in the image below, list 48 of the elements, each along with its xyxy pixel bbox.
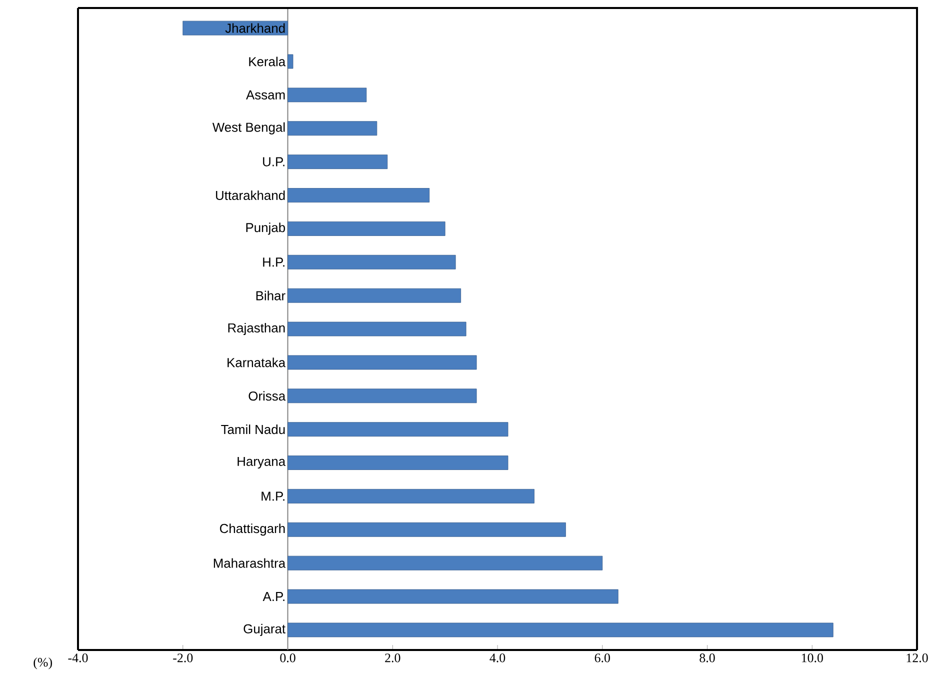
bar	[288, 322, 466, 336]
y-tick-label: Punjab	[246, 222, 286, 235]
y-tick-label: Maharashtra	[214, 558, 286, 568]
bar	[288, 54, 294, 69]
y-tick-label: Orissa	[248, 391, 286, 401]
y-tick-label: M.P.	[262, 492, 284, 501]
bar	[288, 121, 378, 136]
y-tick-label: West Bengal	[212, 122, 285, 134]
x-tick-label: 2.0	[385, 654, 400, 662]
x-tick-label: 6.0	[594, 654, 610, 662]
y-tick-label: Chattisgarh	[220, 524, 285, 536]
bar	[182, 20, 288, 36]
y-tick-label: Bihar	[256, 290, 286, 300]
bar	[288, 622, 834, 638]
x-tick-label: 4.0	[490, 654, 506, 662]
y-tick-label: U.P.	[263, 157, 284, 166]
bar	[288, 355, 477, 370]
bar	[288, 388, 477, 404]
y-tick-label: Rajasthan	[228, 322, 285, 336]
y-tick-label: Assam	[246, 90, 285, 100]
bar	[288, 288, 461, 303]
bar	[288, 522, 566, 537]
x-tick-label: 8.0	[700, 654, 715, 662]
bar	[288, 556, 603, 570]
bar	[288, 88, 367, 102]
y-tick-label: Uttarakhand	[216, 190, 285, 200]
x-tick-label: 0.0	[280, 654, 296, 662]
bar	[288, 589, 618, 604]
bar	[288, 221, 446, 236]
bar	[288, 254, 456, 270]
x-tick-label: -2.0	[173, 654, 193, 662]
bar	[288, 188, 430, 202]
bar	[288, 422, 508, 437]
bar	[288, 456, 508, 470]
y-tick-label: H.P.	[263, 258, 284, 267]
y-tick-label: Karnataka	[228, 358, 286, 368]
x-axis-title: (%)	[34, 658, 52, 670]
y-tick-label: A.P.	[262, 592, 284, 601]
y-tick-label: Kerala	[249, 56, 286, 66]
bar	[288, 488, 534, 504]
y-tick-label: Gujarat	[244, 624, 286, 636]
x-tick-label: 10.0	[802, 654, 823, 662]
x-tick-label: 12.0	[906, 654, 928, 662]
bar	[288, 154, 388, 170]
y-tick-label: Haryana	[238, 456, 286, 469]
x-tick-label: -4.0	[68, 654, 88, 662]
y-tick-label: Jharkhand	[225, 23, 285, 33]
y-tick-label: Tamil Nadu	[221, 424, 285, 434]
